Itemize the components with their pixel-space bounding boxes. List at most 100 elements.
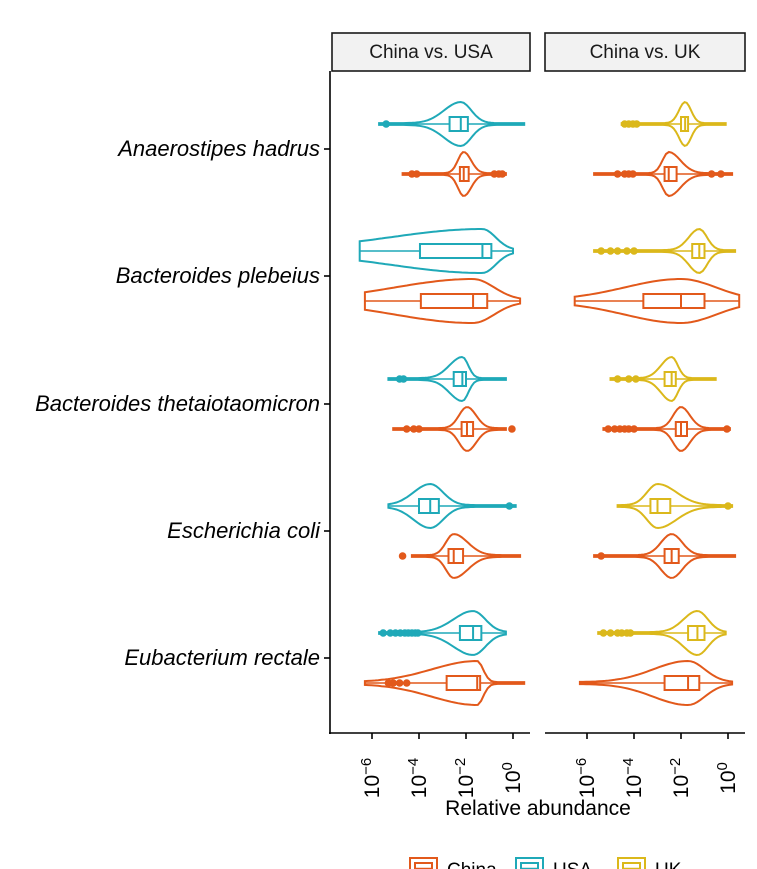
outlier-point xyxy=(723,425,731,433)
violin-usa-anaerostipes-hadrus xyxy=(378,100,526,148)
outlier-point xyxy=(623,247,631,255)
x-tick-label: 10−2 xyxy=(452,758,478,798)
box xyxy=(458,625,483,641)
outlier-point xyxy=(402,425,411,433)
violin-uk-eubacterium-rectale xyxy=(597,609,727,657)
outlier-point xyxy=(630,425,638,433)
violin-usa-bacteroides-thetaiotaomicron xyxy=(387,355,507,403)
outlier-point xyxy=(597,247,605,255)
box xyxy=(418,243,493,259)
violin-outline xyxy=(358,228,514,274)
legend-label-china: China xyxy=(447,860,497,869)
x-axis-title: Relative abundance xyxy=(445,797,631,820)
y-tick-label-bacteroides-thetaiotaomicron: Bacteroides thetaiotaomicron xyxy=(35,391,320,416)
outlier-point xyxy=(398,552,407,560)
y-tick-label-eubacterium-rectale: Eubacterium rectale xyxy=(124,645,320,670)
violin-uk-bacteroides-plebeius xyxy=(593,228,737,274)
strip-label-china-uk: China vs. UK xyxy=(590,42,701,63)
violin-usa-escherichia-coli xyxy=(387,482,517,530)
x-tick-label: 10−4 xyxy=(405,758,431,798)
violin-china-anaerostipes-hadrus xyxy=(593,150,734,198)
violin-china-bacteroides-plebeius xyxy=(363,278,522,324)
y-tick-label-bacteroides-plebeius: Bacteroides plebeius xyxy=(116,263,320,288)
violin-china-bacteroides-thetaiotaomicron xyxy=(602,406,731,452)
x-axis-ticks: 10−6 10−4 10−2 100 10−6 10−4 10−2 100 xyxy=(358,733,740,798)
box xyxy=(448,116,469,132)
legend: China USA UK xyxy=(409,857,682,869)
outlier-point xyxy=(617,629,626,637)
outlier-point xyxy=(613,170,622,178)
box xyxy=(452,371,467,387)
outlier-point xyxy=(624,375,633,383)
box xyxy=(418,498,440,514)
strip-box-china-uk xyxy=(544,32,746,72)
outlier-point xyxy=(604,425,613,433)
outlier-point xyxy=(613,247,622,255)
x-tick-label: 10−6 xyxy=(358,758,384,798)
outlier-point xyxy=(415,425,423,433)
outlier-point xyxy=(610,425,619,433)
outlier-point xyxy=(409,425,418,433)
outlier-point xyxy=(508,425,516,433)
outlier-point xyxy=(724,502,732,510)
outlier-point xyxy=(606,247,615,255)
outlier-point xyxy=(412,170,421,178)
outlier-point xyxy=(630,247,638,255)
box xyxy=(687,625,706,641)
outlier-point xyxy=(613,375,622,383)
outlier-point xyxy=(395,679,404,687)
violin-usa-bacteroides-plebeius xyxy=(358,228,514,274)
violin-uk-escherichia-coli xyxy=(616,482,734,530)
strip-box-china-usa xyxy=(331,32,531,72)
x-tick-label: 10−4 xyxy=(620,758,646,798)
box xyxy=(447,548,465,564)
outlier-point xyxy=(402,679,411,687)
outlier-point xyxy=(382,120,390,128)
legend-item-china: China xyxy=(409,857,497,869)
legend-item-usa: USA xyxy=(515,857,592,869)
y-tick-label-escherichia-coli: Escherichia coli xyxy=(167,518,321,543)
outlier-point xyxy=(379,629,388,637)
violin-uk-anaerostipes-hadrus xyxy=(620,100,727,148)
box xyxy=(419,293,489,309)
outlier-point xyxy=(632,120,641,128)
violin-outline xyxy=(363,278,522,324)
violin-usa-eubacterium-rectale xyxy=(378,610,507,656)
violin-china-eubacterium-rectale xyxy=(363,659,526,707)
outlier-point xyxy=(624,425,633,433)
violin-china-escherichia-coli xyxy=(593,533,737,579)
violin-china-escherichia-coli xyxy=(398,533,522,579)
x-tick-label: 10−6 xyxy=(573,758,599,798)
y-axis-ticks: Anaerostipes hadrus Bacteroides plebeius B… xyxy=(35,136,330,670)
box xyxy=(642,293,706,309)
violin-china-anaerostipes-hadrus xyxy=(401,151,507,197)
outlier-point xyxy=(386,629,395,637)
legend-label-uk: UK xyxy=(655,860,682,869)
box xyxy=(663,166,678,182)
outlier-point xyxy=(498,170,507,178)
violin-china-eubacterium-rectale xyxy=(578,659,734,707)
outlier-point xyxy=(626,629,635,637)
outlier-point xyxy=(606,629,615,637)
outlier-point xyxy=(384,679,393,687)
violin-china-bacteroides-plebeius xyxy=(573,278,741,324)
outlier-point xyxy=(632,375,640,383)
x-tick-label: 100 xyxy=(499,762,525,794)
outlier-point xyxy=(717,170,725,178)
plot-marks xyxy=(358,100,741,707)
x-tick-label: 10−2 xyxy=(667,758,693,798)
violin-outline xyxy=(378,100,526,148)
box xyxy=(649,498,672,514)
outlier-point xyxy=(505,502,514,510)
box xyxy=(663,371,677,387)
outlier-point xyxy=(629,170,637,178)
outlier-point xyxy=(414,629,422,637)
violin-uk-bacteroides-thetaiotaomicron xyxy=(609,355,717,403)
y-tick-label-anaerostipes-hadrus: Anaerostipes hadrus xyxy=(116,136,320,161)
outlier-point xyxy=(399,375,408,383)
outlier-point xyxy=(597,552,605,560)
x-tick-label: 100 xyxy=(714,762,740,794)
legend-label-usa: USA xyxy=(553,860,592,869)
outlier-point xyxy=(707,170,716,178)
